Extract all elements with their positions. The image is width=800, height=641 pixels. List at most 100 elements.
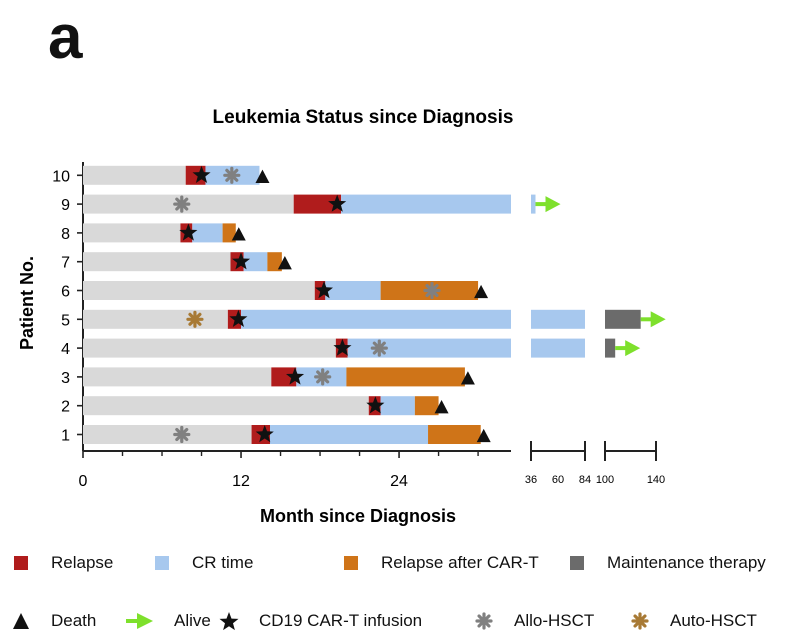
bar-segment-relapse-after-car-t bbox=[222, 223, 236, 243]
x-tick-label: 60 bbox=[552, 474, 564, 486]
legend-label: Auto-HSCT bbox=[670, 611, 757, 630]
allo-hsct-marker bbox=[223, 166, 241, 184]
legend-item-auto-hsct: Auto-HSCT bbox=[630, 610, 757, 632]
y-tick-label: 7 bbox=[61, 255, 70, 272]
bar-segment-pre-diagnosis bbox=[83, 252, 231, 272]
car-t-infusion-star bbox=[232, 252, 251, 270]
bar-segment-cr-time bbox=[531, 338, 585, 358]
bar-segment-relapse bbox=[271, 367, 297, 387]
alive-swatch-icon bbox=[126, 613, 153, 629]
legend-label: Maintenance therapy bbox=[607, 553, 766, 572]
bar-segment-pre-diagnosis bbox=[83, 338, 336, 358]
alive-arrow bbox=[615, 340, 641, 357]
cr-time-swatch-icon bbox=[155, 556, 169, 570]
car-t-infusion-star bbox=[255, 425, 274, 443]
swimmer-chart: Leukemia Status since Diagnosis Patient N… bbox=[17, 107, 666, 526]
y-tick-label: 4 bbox=[61, 341, 70, 358]
car-t-infusion-star bbox=[315, 281, 333, 299]
legend-label: CR time bbox=[192, 553, 254, 572]
car-t-infusion-star bbox=[286, 367, 305, 385]
legend-item-alive: Alive bbox=[124, 610, 211, 632]
car-t-infusion-star bbox=[328, 194, 347, 212]
legend-item-allo-hsct: Allo-HSCT bbox=[474, 610, 594, 632]
bar-segment-cr-time bbox=[270, 425, 429, 444]
bar-segment-maintenance-therapy bbox=[605, 338, 616, 358]
y-tick-label: 8 bbox=[61, 226, 70, 243]
y-tick-label: 3 bbox=[61, 370, 70, 387]
legend-item-cr-time: CR time bbox=[152, 552, 253, 574]
y-tick-label: 2 bbox=[61, 399, 70, 416]
death-swatch-icon bbox=[13, 613, 29, 629]
legend-item-cd19-car-t-infusion: CD19 CAR-T infusion bbox=[219, 610, 422, 632]
x-tick-label: 100 bbox=[596, 474, 614, 486]
x-tick-label: 12 bbox=[232, 473, 250, 490]
bar-segment-cr-time bbox=[531, 194, 536, 214]
legend-label: Alive bbox=[174, 611, 211, 630]
death-marker bbox=[476, 428, 491, 443]
bar-segment-cr-time bbox=[531, 309, 585, 329]
death-marker bbox=[460, 371, 475, 385]
alive-arrow bbox=[640, 311, 666, 328]
allo-hsct-swatch-icon bbox=[475, 612, 493, 630]
panel-label: a bbox=[48, 3, 83, 72]
relapse-after-car-t-swatch-icon bbox=[344, 556, 358, 570]
legend-item-relapse: Relapse bbox=[11, 552, 113, 574]
car-t-infusion-star bbox=[333, 338, 352, 356]
legend-label: Relapse after CAR-T bbox=[381, 553, 539, 572]
x-tick-label: 0 bbox=[79, 473, 88, 490]
bar-segment-cr-time bbox=[341, 194, 511, 214]
maintenance-therapy-swatch-icon bbox=[570, 556, 584, 570]
y-tick-label: 1 bbox=[61, 428, 70, 445]
death-marker bbox=[255, 169, 270, 183]
y-axis-label: Patient No. bbox=[17, 256, 37, 350]
car-t-infusion-star bbox=[366, 396, 385, 414]
bar-segment-cr-time bbox=[325, 281, 381, 300]
legend-label: Allo-HSCT bbox=[514, 611, 595, 630]
legend-label: Death bbox=[51, 611, 97, 630]
bar-segment-cr-time bbox=[241, 309, 511, 329]
x-tick-label: 36 bbox=[525, 474, 537, 486]
bar-segment-cr-time bbox=[380, 396, 415, 416]
auto-hsct-swatch-icon bbox=[631, 612, 649, 630]
death-marker bbox=[277, 256, 292, 270]
x-tick-label: 24 bbox=[390, 473, 408, 490]
bar-segment-relapse bbox=[293, 194, 342, 214]
legend-label: Relapse bbox=[51, 553, 114, 572]
x-tick-label: 140 bbox=[647, 474, 665, 486]
x-tick-label: 84 bbox=[579, 474, 591, 486]
bar-segment-pre-diagnosis bbox=[83, 309, 228, 329]
legend-item-maintenance-therapy: Maintenance therapy bbox=[567, 552, 766, 574]
y-tick-label: 9 bbox=[61, 197, 70, 214]
bar-segment-relapse-after-car-t bbox=[414, 396, 439, 416]
bar-segment-pre-diagnosis bbox=[83, 165, 186, 185]
death-marker bbox=[231, 227, 246, 241]
auto-hsct-marker bbox=[186, 310, 204, 328]
y-tick-label: 5 bbox=[61, 312, 70, 329]
legend-item-relapse-after-car-t: Relapse after CAR-T bbox=[341, 552, 539, 574]
allo-hsct-marker bbox=[173, 195, 191, 213]
chart-title: Leukemia Status since Diagnosis bbox=[213, 107, 514, 128]
bar-segment-maintenance-therapy bbox=[605, 309, 641, 329]
bar-segment-pre-diagnosis bbox=[83, 425, 252, 444]
bar-segment-cr-time bbox=[347, 338, 511, 358]
y-tick-label: 6 bbox=[61, 284, 70, 301]
allo-hsct-marker bbox=[173, 425, 191, 444]
bar-segment-relapse-after-car-t bbox=[346, 367, 465, 387]
alive-arrow bbox=[535, 196, 561, 213]
death-marker bbox=[474, 284, 489, 299]
death-marker bbox=[434, 400, 449, 414]
legend-item-death: Death bbox=[11, 610, 96, 632]
legend-label: CD19 CAR-T infusion bbox=[259, 611, 423, 630]
relapse-swatch-icon bbox=[14, 556, 28, 570]
bar-segment-pre-diagnosis bbox=[83, 367, 272, 387]
bar-segment-cr-time bbox=[243, 252, 268, 272]
bar-segment-relapse-after-car-t bbox=[267, 252, 282, 272]
y-tick-label: 10 bbox=[52, 168, 70, 185]
allo-hsct-marker bbox=[370, 339, 388, 357]
car-t-infusion-star bbox=[192, 165, 211, 183]
allo-hsct-marker bbox=[314, 368, 332, 386]
x-axis-label: Month since Diagnosis bbox=[260, 506, 456, 526]
bar-segment-relapse-after-car-t bbox=[428, 425, 481, 444]
car-t-infusion-star bbox=[229, 309, 248, 327]
